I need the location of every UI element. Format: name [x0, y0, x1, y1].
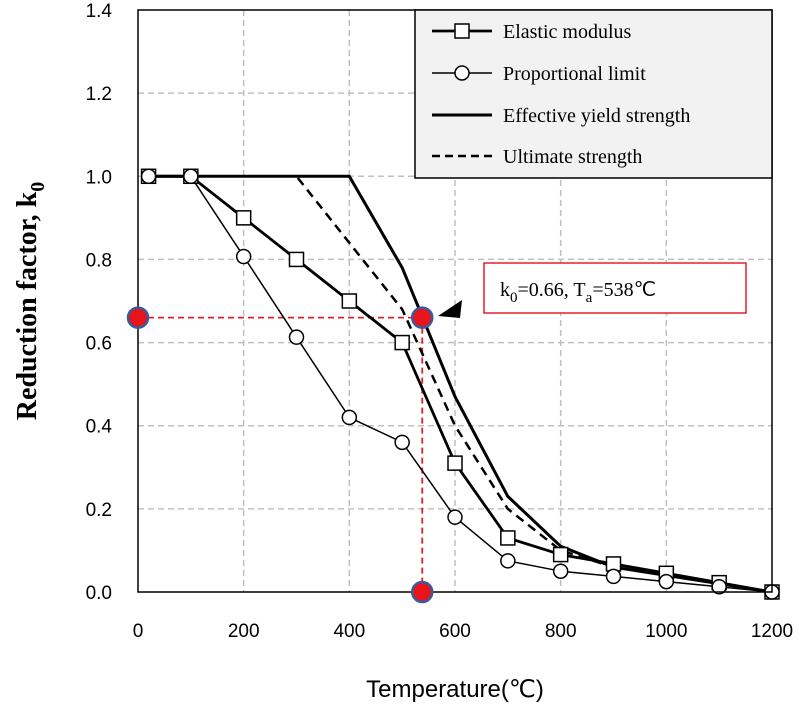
- y-tick-label: 0.6: [86, 334, 112, 355]
- x-tick-label: 200: [228, 621, 260, 642]
- point-marker-square: [288, 251, 305, 268]
- x-tick-label: 1200: [751, 621, 793, 642]
- point-marker-circle: [605, 568, 622, 585]
- legend-entry-effective-yield-strength: Effective yield strength: [432, 105, 690, 127]
- y-axis-label: Reduction factor, k0: [12, 182, 49, 420]
- annotation-x-axis-marker: [410, 580, 434, 604]
- annotation-label-part: =538℃: [592, 279, 656, 301]
- legend-label-ultimate-strength: Ultimate strength: [503, 146, 642, 168]
- y-tick-label: 0.0: [86, 583, 112, 604]
- legend-label-effective-yield-strength: Effective yield strength: [503, 105, 690, 127]
- x-tick-label: 0: [133, 621, 144, 642]
- legend-entry-proportional-limit: Proportional limit: [432, 63, 646, 85]
- point-marker-square: [552, 546, 569, 563]
- annotation-label-part: k: [500, 279, 510, 301]
- legend-marker-circle: [454, 65, 470, 81]
- point-marker-square: [235, 210, 252, 226]
- legend-marker-square: [454, 23, 470, 39]
- tick-labels: 0 200 400 600 800 1000 1200 0.0 0.2 0.4 0.6 0.8 1.0 1…: [86, 1, 794, 642]
- y-tick-label: 0.2: [86, 500, 112, 521]
- legend: Elastic modulus Proportional limit Effec…: [414, 9, 773, 179]
- point-markers: [140, 168, 780, 600]
- annotation-box: [483, 262, 747, 314]
- annotation: k0=0.66, Ta=538℃: [438, 262, 747, 318]
- annotation-arrow: [438, 300, 462, 318]
- legend-label-proportional-limit: Proportional limit: [503, 63, 646, 85]
- annotation-label-part: =0.66, T: [518, 279, 586, 301]
- point-marker-circle: [140, 168, 157, 185]
- x-tick-label: 600: [439, 621, 471, 642]
- point-marker-circle: [552, 563, 569, 579]
- point-marker-circle: [288, 329, 305, 345]
- point-marker-square: [500, 530, 516, 546]
- point-marker-circle: [183, 168, 199, 185]
- point-marker-circle: [711, 579, 727, 595]
- legend-entry-ultimate-strength: Ultimate strength: [432, 146, 642, 168]
- annotation-point-marker: [410, 306, 434, 329]
- annotation-label-part: 0: [510, 290, 518, 306]
- legend-box: [414, 9, 773, 179]
- point-marker-circle: [235, 248, 252, 265]
- legend-label-elastic-modulus: Elastic modulus: [503, 21, 632, 43]
- legend-entry-elastic-modulus: Elastic modulus: [432, 21, 632, 43]
- annotation-label: k0=0.66, Ta=538℃: [500, 279, 656, 306]
- annotation-y-axis-marker: [126, 306, 150, 329]
- y-axis-label-sub: 0: [27, 182, 49, 192]
- point-marker-circle: [447, 509, 463, 525]
- x-axis-label: Temperature(℃): [366, 676, 544, 703]
- x-tick-label: 1000: [645, 621, 687, 642]
- y-tick-label: 1.2: [86, 84, 112, 105]
- y-tick-label: 0.8: [86, 250, 112, 271]
- y-tick-label: 1.4: [86, 1, 113, 22]
- x-tick-label: 400: [333, 621, 365, 642]
- point-marker-circle: [658, 573, 675, 590]
- y-tick-label: 0.4: [86, 417, 113, 438]
- annotation-label-part: a: [586, 290, 593, 306]
- point-marker-circle: [341, 409, 358, 426]
- point-marker-square: [394, 334, 410, 351]
- point-marker-square: [341, 293, 358, 309]
- point-marker-square: [447, 455, 463, 471]
- annotation-guides: [138, 316, 424, 592]
- x-tick-label: 800: [545, 621, 577, 642]
- point-marker-circle: [500, 553, 516, 569]
- y-axis-label-main: Reduction factor, k: [12, 191, 43, 420]
- y-tick-label: 1.0: [86, 167, 112, 188]
- point-marker-circle: [394, 434, 410, 451]
